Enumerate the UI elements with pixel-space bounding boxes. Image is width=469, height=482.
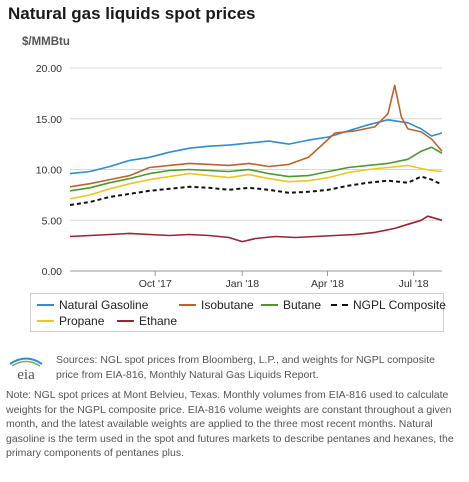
eia-logo: eia: [9, 357, 43, 381]
y-tick-label: 10.00: [36, 165, 62, 177]
series-line-butane: [69, 146, 443, 192]
x-tick-label: Apr '18: [311, 278, 344, 290]
chart-title: Natural gas liquids spot prices: [8, 4, 256, 23]
y-tick-label: 20.00: [36, 63, 62, 75]
chart-legend: Natural Gasoline Isobutane Butane NGPL C…: [30, 293, 446, 332]
note-text: Note: NGL spot prices at Mont Belvieu, T…: [6, 389, 454, 459]
legend-swatch-isobutane: [179, 304, 196, 306]
legend-label: Natural Gasoline: [59, 298, 149, 312]
legend-label: Isobutane: [201, 298, 254, 312]
x-tick-label: Jul '18: [399, 278, 429, 290]
y-tick-label: 0.00: [42, 266, 63, 278]
series-line-isobutane: [69, 84, 443, 188]
legend-swatch-ethane: [117, 320, 134, 322]
legend-label: Butane: [283, 298, 322, 312]
legend-swatch-propane: [37, 320, 54, 322]
legend-item-propane: Propane: [37, 314, 104, 328]
legend-item-butane: Butane: [261, 298, 321, 312]
y-tick-label: 15.00: [36, 114, 62, 126]
gridlines: [70, 67, 442, 272]
y-tick-label: 5.00: [42, 215, 63, 227]
legend-swatch-natural-gasoline: [37, 304, 54, 306]
line-chart: 0.00 5.00 10.00 15.00 20.00 Oct '17 Jan '18 Ap…: [36, 63, 443, 290]
legend-label: Propane: [59, 314, 105, 328]
eia-logo-text: eia: [17, 367, 35, 381]
series-line-ethane: [69, 215, 443, 243]
legend-item-ethane: Ethane: [117, 314, 177, 328]
series-line-propane: [69, 164, 443, 200]
legend-label: Ethane: [139, 314, 178, 328]
legend-swatch-butane: [261, 304, 278, 306]
legend-item-natural-gasoline: Natural Gasoline: [37, 298, 148, 312]
series-lines: [69, 84, 443, 243]
x-tick-labels: Oct '17 Jan '18 Apr '18 Jul '18: [139, 271, 429, 290]
y-axis-unit-label: $/MMBtu: [22, 36, 70, 48]
series-line-natural-gasoline: [69, 119, 443, 175]
x-tick-label: Oct '17: [139, 278, 172, 290]
legend-item-isobutane: Isobutane: [179, 298, 254, 312]
sources-text: Sources: NGL spot prices from Bloomberg,…: [56, 354, 435, 381]
series-line-ngpl-composite: [69, 175, 443, 206]
legend-item-ngpl-composite: NGPL Composite: [331, 298, 446, 312]
legend-label: NGPL Composite: [353, 298, 446, 312]
y-tick-labels: 0.00 5.00 10.00 15.00 20.00: [36, 63, 62, 278]
legend-swatch-ngpl-composite: [331, 304, 348, 306]
x-tick-label: Jan '18: [226, 278, 260, 290]
